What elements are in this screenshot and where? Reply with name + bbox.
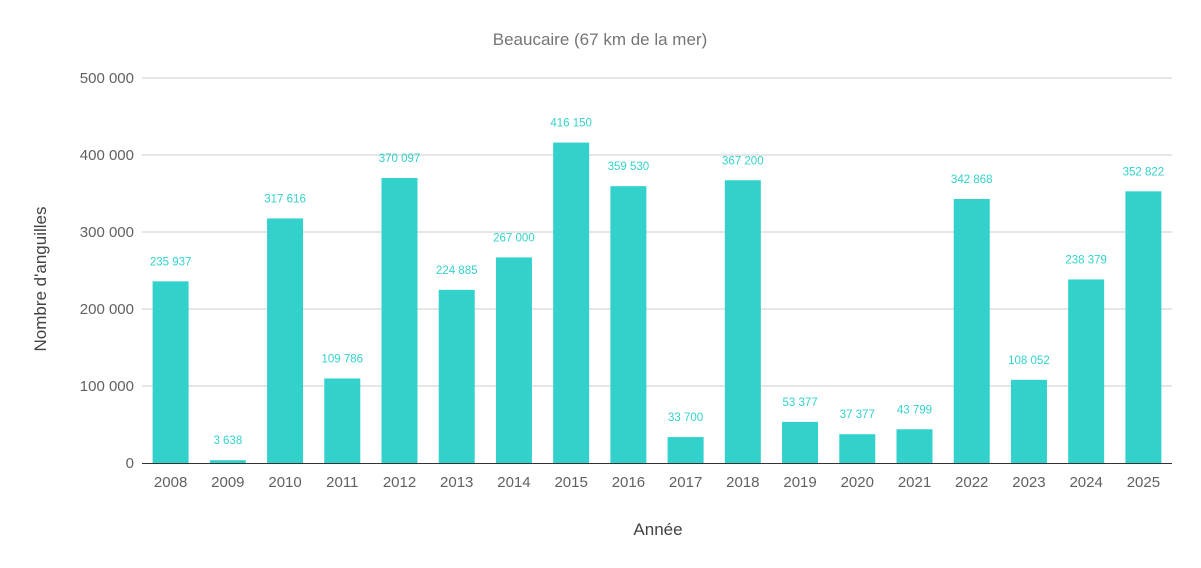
data-label: 342 868 [951,174,993,186]
data-label: 109 786 [321,353,363,365]
x-tick-label: 2008 [154,474,187,491]
data-label: 224 885 [436,265,478,277]
x-tick-label: 2015 [554,474,587,491]
data-label: 37 377 [840,409,875,421]
x-tick-label: 2011 [326,474,358,491]
x-tick-label: 2022 [955,474,988,491]
bar [724,180,761,464]
bar [1125,191,1162,463]
data-label: 370 097 [379,153,421,165]
bar [381,178,418,463]
bar [438,289,475,463]
x-tick-label: 2012 [383,474,416,491]
bar [1068,279,1105,463]
gridlines [142,77,1172,387]
bar [782,421,819,463]
x-tick-label: 2009 [211,474,244,491]
x-tick-label: 2018 [726,474,759,491]
y-tick-label: 500 000 [80,70,134,87]
x-tick-label: 2019 [783,474,816,491]
bar [610,186,647,463]
bar [1010,379,1047,463]
data-label: 359 530 [608,161,650,173]
data-labels: 235 937 3 638 317 616 109 786 370 097 224 885… [150,118,1164,448]
x-tick-label: 2014 [497,474,530,491]
x-tick-label: 2024 [1069,474,1102,491]
bars [152,142,1162,464]
bar [209,460,246,463]
bar [667,437,704,463]
data-label: 108 052 [1008,355,1050,367]
bar [896,429,933,463]
bar [152,281,189,463]
y-axis-ticks: 0 100 000 200 000 300 000 400 000 500 000 [80,70,134,472]
chart-title: Beaucaire (67 km de la mer) [493,30,707,49]
data-label: 352 822 [1123,166,1165,178]
y-tick-label: 200 000 [80,301,134,318]
y-tick-label: 0 [126,455,134,472]
y-axis-label: Nombre d'anguilles [31,207,50,352]
data-label: 317 616 [264,193,306,205]
data-label: 267 000 [493,232,535,244]
data-label: 416 150 [550,118,592,130]
data-label: 33 700 [668,412,703,424]
bar [953,198,990,463]
data-label: 238 379 [1065,254,1107,266]
x-tick-label: 2021 [898,474,931,491]
data-label: 235 937 [150,256,192,268]
data-label: 43 799 [897,404,932,416]
y-tick-label: 300 000 [80,224,134,241]
y-tick-label: 400 000 [80,147,134,164]
bar [267,218,304,463]
x-tick-label: 2017 [669,474,702,491]
x-tick-label: 2010 [268,474,301,491]
bar [839,434,876,463]
x-axis-label: Année [633,520,682,539]
x-tick-label: 2016 [612,474,645,491]
x-tick-label: 2020 [841,474,874,491]
data-label: 3 638 [213,435,242,447]
y-tick-label: 100 000 [80,378,134,395]
x-axis-ticks: 2008 2009 2010 2011 2012 2013 2014 2015 2016 2017… [154,474,1160,491]
x-tick-label: 2025 [1127,474,1160,491]
x-tick-label: 2013 [440,474,473,491]
data-label: 53 377 [782,397,817,409]
bar [553,142,590,463]
bar [495,257,532,463]
x-tick-label: 2023 [1012,474,1045,491]
bar [324,378,361,463]
data-label: 367 200 [722,155,764,167]
